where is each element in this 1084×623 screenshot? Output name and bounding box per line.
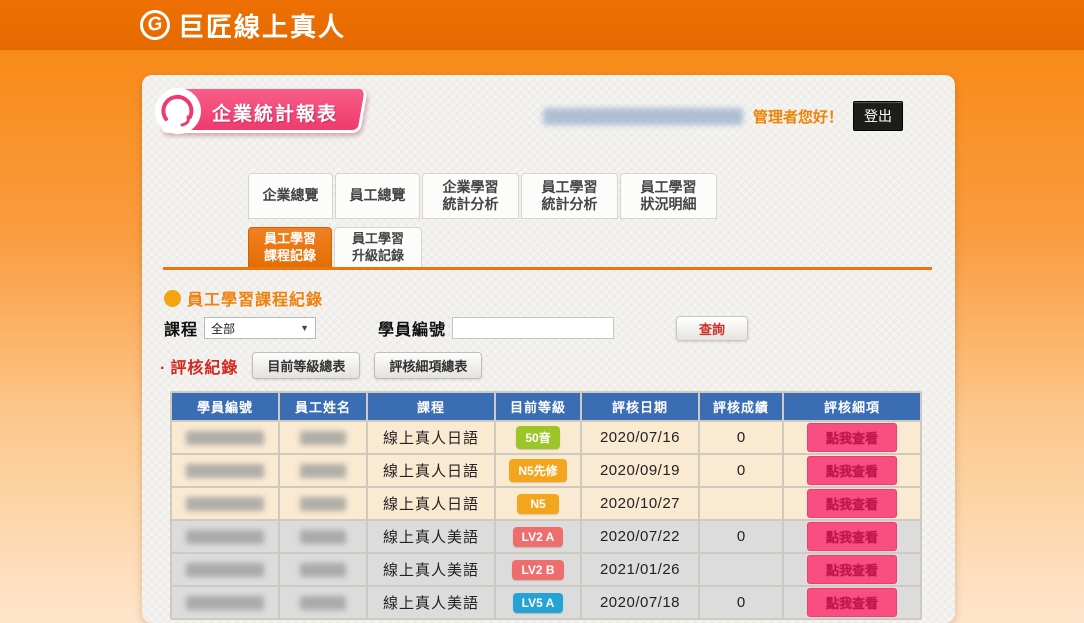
course-cell: 線上真人日語 [368,422,494,453]
tab-employee-learning-stats[interactable]: 員工學習 統計分析 [521,173,618,219]
table-row: 線上真人日語 N5先修 2020/09/19 0 點我查看 [172,455,920,486]
redacted-employee-name [300,430,346,445]
col-course: 課程 [368,393,494,420]
col-student-id: 學員編號 [172,393,278,420]
col-employee-name: 員工姓名 [280,393,366,420]
level-badge: N5先修 [509,459,567,482]
tab-enterprise-overview[interactable]: 企業總覽 [248,173,333,219]
date-cell: 2020/07/22 [582,521,698,552]
score-cell: 0 [700,521,782,552]
level-badge: LV2 B [512,559,564,580]
level-badge: N5 [517,493,559,514]
content-panel: 企業統計報表 管理者您好！ 登出 企業總覽 員工總覽 企業學習 統計分析 員工學… [142,75,955,623]
assessment-table: 學員編號 員工姓名 課程 目前等級 評核日期 評核成績 評核細項 線上真人日語 … [170,391,922,620]
course-label: 課程 [164,322,199,339]
view-detail-button[interactable]: 點我查看 [807,489,897,518]
filter-row: 課程 全部 ▼ 學員編號 查詢 [164,315,934,341]
tab-employee-overview[interactable]: 員工總覽 [335,173,420,219]
view-detail-button[interactable]: 點我查看 [807,456,897,485]
date-cell: 2020/09/19 [582,455,698,486]
current-level-summary-button[interactable]: 目前等級總表 [252,352,361,379]
score-cell [700,554,782,585]
level-badge: LV5 A [512,592,564,613]
student-id-label: 學員編號 [378,322,447,339]
redacted-employee-name [300,463,346,478]
chevron-down-icon: ▼ [300,323,310,333]
view-detail-button[interactable]: 點我查看 [807,522,897,551]
records-row: 評核紀錄 目前等級總表 評核細項總表 [160,352,483,379]
col-assessment-score: 評核成績 [700,393,782,420]
score-cell: 0 [700,587,782,618]
redacted-student-id [186,529,264,544]
course-cell: 線上真人美語 [368,587,494,618]
top-brand-bar: G 巨匠線上真人 [0,0,1084,50]
admin-greeting: 管理者您好！ [752,108,843,126]
table-row: 線上真人美語 LV5 A 2020/07/18 0 點我查看 [172,587,920,618]
table-row: 線上真人美語 LV2 A 2020/07/22 0 點我查看 [172,521,920,552]
col-assessment-detail: 評核細項 [784,393,920,420]
records-title: 評核紀錄 [160,354,238,378]
gjun-logo-text: 巨匠線上真人 [178,11,347,42]
score-cell: 0 [700,422,782,453]
logout-button[interactable]: 登出 [853,101,903,131]
table-row: 線上真人日語 50音 2020/07/16 0 點我查看 [172,422,920,453]
course-cell: 線上真人日語 [368,455,494,486]
user-row: 管理者您好！ 登出 [542,101,903,131]
redacted-student-id [186,463,264,478]
score-cell: 0 [700,455,782,486]
redacted-employee-name [300,529,346,544]
score-cell [700,488,782,519]
sub-tabs: 員工學習 課程記錄 員工學習 升級記錄 [248,227,422,268]
subtab-course-record[interactable]: 員工學習 課程記錄 [248,227,332,268]
student-id-input[interactable] [452,317,615,339]
view-detail-button[interactable]: 點我查看 [807,588,897,617]
date-cell: 2020/07/16 [582,422,698,453]
headset-person-icon [155,88,201,134]
course-select[interactable]: 全部 ▼ [204,317,317,339]
gjun-logo-icon: G [138,8,172,42]
orange-dot-icon [164,289,181,307]
redacted-student-id [186,496,264,511]
assessment-detail-summary-button[interactable]: 評核細項總表 [374,352,483,379]
redacted-student-id [186,430,264,445]
view-detail-button[interactable]: 點我查看 [807,555,897,584]
date-cell: 2020/10/27 [582,488,698,519]
redacted-employee-name [300,562,346,577]
main-tabs: 企業總覽 員工總覽 企業學習 統計分析 員工學習 統計分析 員工學習 狀況明細 [248,173,717,219]
report-title-badge: 企業統計報表 [150,87,375,137]
redacted-employee-name [300,595,346,610]
view-detail-button[interactable]: 點我查看 [807,423,897,452]
table-row: 線上真人美語 LV2 B 2021/01/26 點我查看 [172,554,920,585]
redacted-company-name [542,107,743,125]
redacted-employee-name [300,496,346,511]
report-title: 企業統計報表 [212,104,339,125]
gjun-logo: G 巨匠線上真人 [138,7,347,44]
course-select-value: 全部 [211,321,236,336]
course-cell: 線上真人美語 [368,554,494,585]
date-cell: 2021/01/26 [582,554,698,585]
redacted-student-id [186,595,264,610]
table-row: 線上真人日語 N5 2020/10/27 點我查看 [172,488,920,519]
course-cell: 線上真人美語 [368,521,494,552]
tab-enterprise-learning-stats[interactable]: 企業學習 統計分析 [422,173,519,219]
course-cell: 線上真人日語 [368,488,494,519]
table-header-row: 學員編號 員工姓名 課程 目前等級 評核日期 評核成績 評核細項 [172,393,920,420]
level-badge: LV2 A [512,526,564,547]
subtab-underline [163,267,932,270]
col-assessment-date: 評核日期 [582,393,698,420]
date-cell: 2020/07/18 [582,587,698,618]
level-badge: 50音 [516,426,560,449]
tab-employee-learning-detail[interactable]: 員工學習 狀況明細 [620,173,717,219]
section-title: 員工學習課程紀錄 [187,292,324,309]
col-current-level: 目前等級 [496,393,580,420]
redacted-student-id [186,562,264,577]
search-button[interactable]: 查詢 [676,315,749,341]
subtab-upgrade-record[interactable]: 員工學習 升級記錄 [334,227,422,268]
section-title-row: 員工學習課程紀錄 [164,286,323,310]
